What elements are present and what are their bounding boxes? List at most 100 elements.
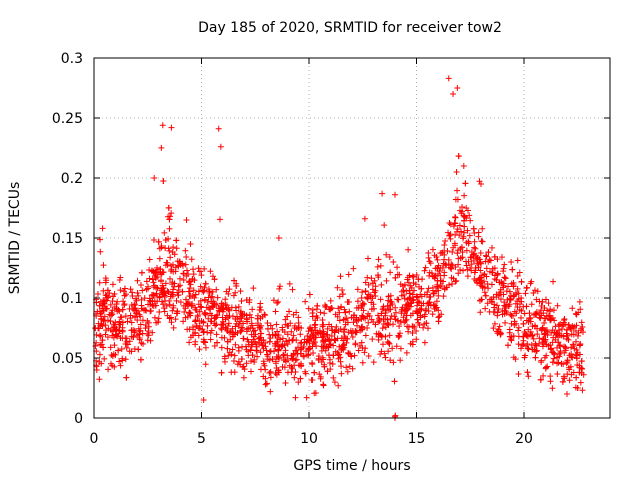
data-point <box>543 352 550 359</box>
data-point <box>564 371 571 378</box>
data-point <box>121 292 128 299</box>
data-point <box>160 301 167 308</box>
y-tick-label: 0.25 <box>52 111 83 127</box>
data-point <box>138 340 145 347</box>
data-point <box>286 280 293 287</box>
data-point <box>158 144 165 151</box>
data-point <box>99 225 106 232</box>
data-point <box>170 324 177 331</box>
data-point <box>215 307 222 314</box>
data-point <box>311 369 318 376</box>
data-point <box>506 295 513 302</box>
data-point <box>331 337 338 344</box>
data-point <box>306 339 313 346</box>
data-point <box>240 320 247 327</box>
data-point <box>391 313 398 320</box>
data-point <box>213 331 220 338</box>
data-point <box>375 256 382 263</box>
data-point <box>397 281 404 288</box>
data-point <box>477 267 484 274</box>
data-point <box>312 334 319 341</box>
data-point <box>187 240 194 247</box>
data-point <box>345 271 352 278</box>
data-point <box>421 313 428 320</box>
data-point <box>237 309 244 316</box>
data-point <box>218 300 225 307</box>
data-point <box>518 298 525 305</box>
data-point <box>369 336 376 343</box>
data-point <box>555 339 562 346</box>
data-point <box>272 360 279 367</box>
plot-frame <box>93 57 611 419</box>
data-point <box>190 271 197 278</box>
data-point <box>114 298 121 305</box>
data-point <box>431 290 438 297</box>
data-point <box>533 342 540 349</box>
data-point <box>570 324 577 331</box>
data-point <box>426 299 433 306</box>
data-point <box>402 317 409 324</box>
data-point <box>438 282 445 289</box>
data-point <box>507 336 514 343</box>
data-point <box>213 286 220 293</box>
data-point <box>165 204 172 211</box>
data-point <box>559 378 566 385</box>
data-point <box>185 299 192 306</box>
data-point <box>289 286 296 293</box>
data-point <box>221 355 228 362</box>
data-point <box>398 318 405 325</box>
data-point <box>126 305 133 312</box>
data-point <box>146 295 153 302</box>
data-point <box>552 323 559 330</box>
data-point <box>437 272 444 279</box>
data-point <box>551 329 558 336</box>
data-point <box>554 344 561 351</box>
data-point <box>262 343 269 350</box>
data-point <box>117 274 124 281</box>
data-point <box>368 306 375 313</box>
data-point <box>409 323 416 330</box>
data-point <box>396 323 403 330</box>
data-point <box>561 375 568 382</box>
data-point <box>204 299 211 306</box>
data-point <box>288 328 295 335</box>
data-point <box>202 344 209 351</box>
data-point <box>96 302 103 309</box>
data-point <box>330 374 337 381</box>
data-point <box>132 313 139 320</box>
data-point <box>409 310 416 317</box>
data-point <box>169 307 176 314</box>
data-point <box>166 247 173 254</box>
data-point <box>531 311 538 318</box>
data-point <box>568 344 575 351</box>
data-point <box>111 342 118 349</box>
data-point <box>459 235 466 242</box>
data-point <box>109 297 116 304</box>
data-point <box>574 385 581 392</box>
data-point <box>361 301 368 308</box>
data-point <box>158 278 165 285</box>
data-point <box>266 369 273 376</box>
data-point <box>431 252 438 259</box>
data-point <box>232 304 239 311</box>
data-point <box>494 312 501 319</box>
data-point <box>282 347 289 354</box>
data-point <box>390 259 397 266</box>
data-point <box>154 273 161 280</box>
data-point <box>429 284 436 291</box>
data-point <box>311 390 318 397</box>
data-point <box>317 375 324 382</box>
data-point <box>295 324 302 331</box>
data-point <box>145 332 152 339</box>
data-point <box>167 275 174 282</box>
data-point <box>313 342 320 349</box>
data-point <box>482 305 489 312</box>
data-point <box>494 328 501 335</box>
data-point <box>464 227 471 234</box>
data-point <box>538 303 545 310</box>
data-point <box>425 301 432 308</box>
data-point <box>498 254 505 261</box>
data-point <box>523 303 530 310</box>
data-point <box>359 326 366 333</box>
data-point <box>571 345 578 352</box>
